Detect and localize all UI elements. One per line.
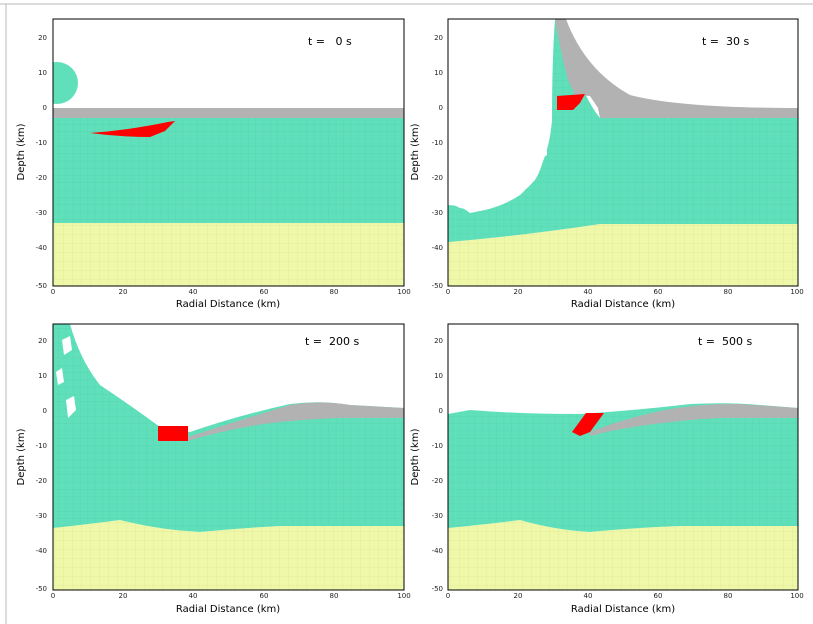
- x-tick-label: 40: [189, 592, 198, 600]
- y-tick-label: -20: [432, 174, 443, 182]
- y-axis-label: Depth (km): [410, 428, 421, 485]
- y-tick-labels: 20 10 0 -10 -20 -30 -40 -50: [36, 337, 47, 593]
- panel-frame: [52, 18, 405, 287]
- x-axis-label: Radial Distance (km): [571, 299, 675, 310]
- x-tick-labels: 0 20 40 60 80 100: [446, 288, 804, 296]
- crater-cavity: [448, 19, 555, 213]
- y-tick-label: 20: [38, 34, 47, 42]
- impactor-zone: [90, 121, 175, 137]
- x-tick-label: 40: [584, 592, 593, 600]
- y-tick-labels: 20 10 0 -10 -20 -30 -40 -50: [36, 34, 47, 290]
- x-tick-label: 0: [446, 288, 450, 296]
- y-tick-label: -10: [432, 139, 443, 147]
- impactor-zone: [557, 94, 585, 110]
- y-tick-label: -20: [432, 477, 443, 485]
- x-tick-label: 60: [260, 288, 269, 296]
- x-tick-label: 40: [584, 288, 593, 296]
- x-tick-labels: 0 20 40 60 80 100: [446, 592, 804, 600]
- y-tick-label: 0: [43, 407, 47, 415]
- y-tick-label: -40: [432, 547, 443, 555]
- panel-t500: t = 500 s 20 10 0 -10 -20 -30 -40 -50 0 …: [410, 323, 804, 615]
- y-tick-label: 0: [43, 104, 47, 112]
- projectile: [53, 62, 78, 104]
- time-label: t = 500 s: [698, 335, 753, 348]
- y-tick-label: -40: [36, 244, 47, 252]
- x-axis-label: Radial Distance (km): [176, 299, 280, 310]
- sediment-layer: [590, 403, 798, 436]
- x-tick-label: 100: [790, 288, 803, 296]
- x-tick-label: 20: [514, 592, 523, 600]
- time-label: t = 200 s: [305, 335, 360, 348]
- y-tick-label: -50: [432, 282, 443, 290]
- y-tick-label: 10: [38, 69, 47, 77]
- y-tick-label: -30: [432, 209, 443, 217]
- x-tick-label: 80: [724, 288, 733, 296]
- impactor-zone: [158, 426, 188, 441]
- y-tick-label: -30: [36, 209, 47, 217]
- y-tick-label: 0: [439, 407, 443, 415]
- y-tick-label: -40: [36, 547, 47, 555]
- x-tick-label: 0: [446, 592, 450, 600]
- panel-frame: [447, 18, 799, 287]
- x-tick-label: 0: [51, 592, 55, 600]
- panel-t0: t = 0 s 20 10 0 -10 -20 -30 -40 -50 0 20…: [16, 18, 411, 310]
- x-tick-label: 0: [51, 288, 55, 296]
- x-tick-label: 20: [119, 592, 128, 600]
- x-tick-label: 80: [330, 592, 339, 600]
- x-axis-label: Radial Distance (km): [176, 604, 280, 615]
- y-tick-label: -50: [36, 282, 47, 290]
- y-tick-label: -40: [432, 244, 443, 252]
- time-label: t = 30 s: [702, 35, 750, 48]
- x-tick-label: 100: [397, 288, 410, 296]
- panel-frame: [447, 323, 799, 591]
- y-tick-label: 10: [434, 372, 443, 380]
- panel-frame: [52, 323, 405, 591]
- y-tick-label: 20: [38, 337, 47, 345]
- y-axis-label: Depth (km): [16, 428, 27, 485]
- x-tick-label: 80: [724, 592, 733, 600]
- y-tick-label: -50: [432, 585, 443, 593]
- y-tick-label: -30: [36, 512, 47, 520]
- x-tick-labels: 0 20 40 60 80 100: [51, 592, 411, 600]
- y-tick-label: 20: [434, 34, 443, 42]
- y-tick-label: 20: [434, 337, 443, 345]
- y-tick-label: -10: [36, 139, 47, 147]
- panel-t200: t = 200 s 20 10 0 -10 -20 -30 -40 -50 0 …: [16, 323, 411, 615]
- y-tick-label: -30: [432, 512, 443, 520]
- y-tick-label: -10: [432, 442, 443, 450]
- time-label: t = 0 s: [308, 35, 352, 48]
- sediment-layer: [188, 402, 404, 441]
- panel-t30: t = 30 s 20 10 0 -10 -20 -30 -40 -50 0 2…: [410, 18, 804, 310]
- x-tick-labels: 0 20 40 60 80 100: [51, 288, 411, 296]
- y-tick-label: 10: [38, 372, 47, 380]
- sediment-layer: [555, 19, 798, 118]
- sediment-layer: [53, 108, 404, 118]
- x-tick-label: 100: [790, 592, 803, 600]
- y-tick-label: -20: [36, 477, 47, 485]
- y-axis-label: Depth (km): [16, 123, 27, 180]
- x-tick-label: 60: [654, 288, 663, 296]
- y-axis-label: Depth (km): [410, 123, 421, 180]
- x-tick-label: 80: [330, 288, 339, 296]
- x-tick-label: 20: [514, 288, 523, 296]
- y-tick-label: 0: [439, 104, 443, 112]
- impactor-zone: [572, 413, 604, 436]
- y-tick-labels: 20 10 0 -10 -20 -30 -40 -50: [432, 34, 443, 290]
- y-tick-label: -20: [36, 174, 47, 182]
- x-tick-label: 60: [654, 592, 663, 600]
- x-axis-label: Radial Distance (km): [571, 604, 675, 615]
- y-tick-label: -10: [36, 442, 47, 450]
- y-tick-label: -50: [36, 585, 47, 593]
- x-tick-label: 100: [397, 592, 410, 600]
- x-tick-label: 60: [260, 592, 269, 600]
- x-tick-label: 20: [119, 288, 128, 296]
- x-tick-label: 40: [189, 288, 198, 296]
- y-tick-labels: 20 10 0 -10 -20 -30 -40 -50: [432, 337, 443, 593]
- y-tick-label: 10: [434, 69, 443, 77]
